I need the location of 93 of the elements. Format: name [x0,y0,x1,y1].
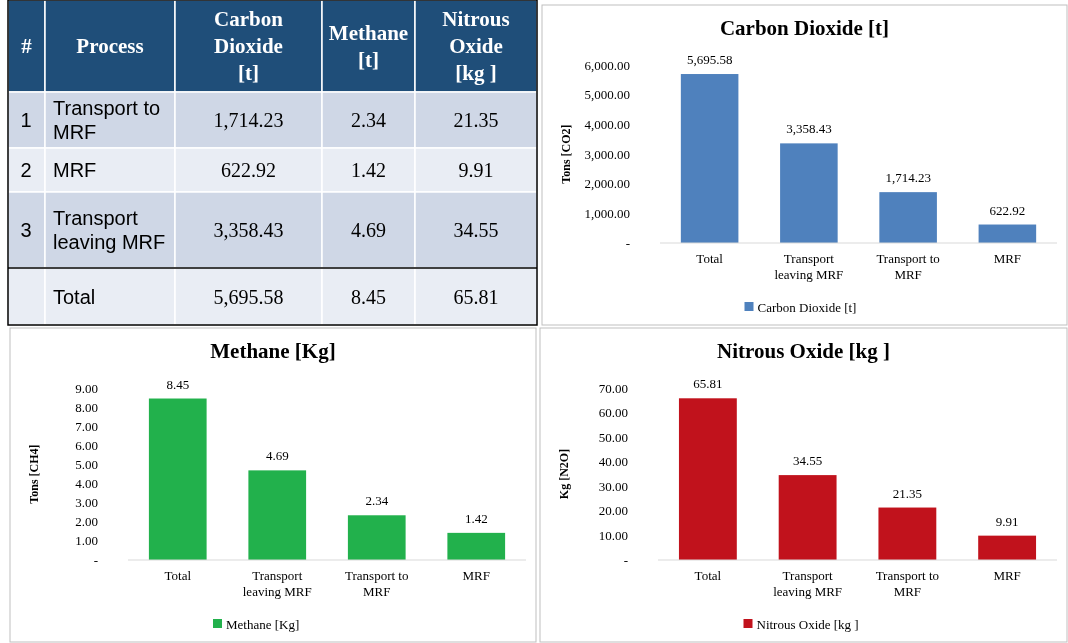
x-tick-label: Transport to MRF [876,251,940,282]
text: 1.42 [351,159,386,181]
text: 622.92 [221,159,276,181]
data-label: 2.34 [365,493,389,509]
y-tick-label: 7.00 [75,418,98,434]
x-tick-label: Transport leaving MRF [773,568,843,599]
data-label: 622.92 [989,202,1026,218]
text: Transport to MRF [53,97,161,143]
text: 8.45 [351,285,386,308]
bar [978,535,1037,560]
y-tick-label: 3,000.00 [584,146,630,162]
y-tick-label: 9.00 [75,380,98,396]
x-tick-label: Transport to MRF [875,568,940,599]
x-tick-label: Transport to MRF [345,568,409,599]
legend-label: Nitrous Oxide [kg ] [756,616,859,632]
text: 2.34 [351,109,386,131]
y-axis-title: Kg [N2O] [557,448,571,500]
data-label: 8.45 [166,376,190,392]
data-label: 9.91 [995,513,1019,529]
text: 1 [20,109,32,131]
y-tick-label: 10.00 [598,527,628,543]
y-tick-label: 2.00 [75,514,98,530]
chart-title: Methane [Kg] [210,339,336,363]
y-tick-label: 70.00 [598,380,628,396]
y-tick-label: 2,000.00 [584,176,630,192]
text: 3,358.43 [213,219,284,241]
data-label: 34.55 [793,453,823,469]
bar [347,515,406,560]
y-tick-label: 6,000.00 [584,57,630,73]
y-tick-label: 8.00 [75,399,98,415]
bar [248,470,307,560]
text: 34.55 [453,219,499,241]
text: MRF [53,159,97,181]
y-axis-title: Tons [CO2] [559,124,573,184]
x-tick-label: MRF [993,568,1021,583]
category-label: Carbon Dioxide [t] [214,7,284,85]
y-tick-label: 4.00 [75,476,98,492]
y-axis-title: Tons [CH4] [27,444,41,504]
data-label: 5,695.58 [686,52,733,68]
text: 5,695.58 [213,285,284,308]
text: 2 [20,159,32,181]
x-tick-label: Transport leaving MRF [774,251,844,282]
category-label: Process [76,34,144,58]
text: 65.81 [453,285,499,308]
text: Total [53,285,96,308]
text: 1,714.23 [213,109,284,131]
data-label: 21.35 [892,485,922,501]
legend-label: Carbon Dioxide [t] [757,299,857,315]
y-tick-label: 50.00 [598,429,628,445]
bar [780,143,838,243]
bar [678,398,737,560]
y-tick-label: 20.00 [598,503,628,519]
y-tick-label: 1,000.00 [584,205,630,221]
x-tick-label: MRF [462,568,490,583]
data-label: 1.42 [464,510,488,526]
y-tick-label: - [623,552,628,568]
y-tick-label: 60.00 [598,405,628,421]
bar [680,74,739,243]
y-tick-label: 40.00 [598,454,628,470]
bar [778,475,837,560]
data-label: 65.81 [693,376,723,392]
y-tick-label: - [625,235,630,251]
data-label: 4.69 [265,448,289,464]
text: 21.35 [453,109,499,131]
bar [978,224,1037,243]
category-label: Methane [t] [328,20,409,72]
bar [878,507,937,560]
x-tick-label: Total [164,568,192,583]
y-tick-label: 5.00 [75,456,98,472]
y-tick-label: 3.00 [75,495,98,511]
data-label: 3,358.43 [786,121,832,137]
y-tick-label: 30.00 [598,478,628,494]
y-tick-label: 5,000.00 [584,87,630,103]
bar [148,398,207,560]
category-label: Nitrous Oxide [kg ] [442,7,510,85]
y-tick-label: 6.00 [75,437,98,453]
bar [879,192,937,243]
x-tick-label: Total [696,251,724,266]
text: 9.91 [458,159,494,181]
y-tick-label: - [93,552,98,568]
y-tick-label: 1.00 [75,533,98,549]
x-tick-label: Transport leaving MRF [242,568,312,599]
x-tick-label: Total [694,568,722,583]
text: 4.69 [351,219,386,241]
category-label: # [21,34,33,58]
chart-title: Nitrous Oxide [kg ] [717,339,890,363]
data-label: 1,714.23 [885,170,931,186]
y-tick-label: 4,000.00 [584,116,630,132]
chart-title: Carbon Dioxide [t] [719,16,890,40]
x-tick-label: MRF [993,251,1022,266]
text: 3 [20,219,32,241]
bar [447,532,506,560]
legend-label: Methane [Kg] [226,616,300,632]
